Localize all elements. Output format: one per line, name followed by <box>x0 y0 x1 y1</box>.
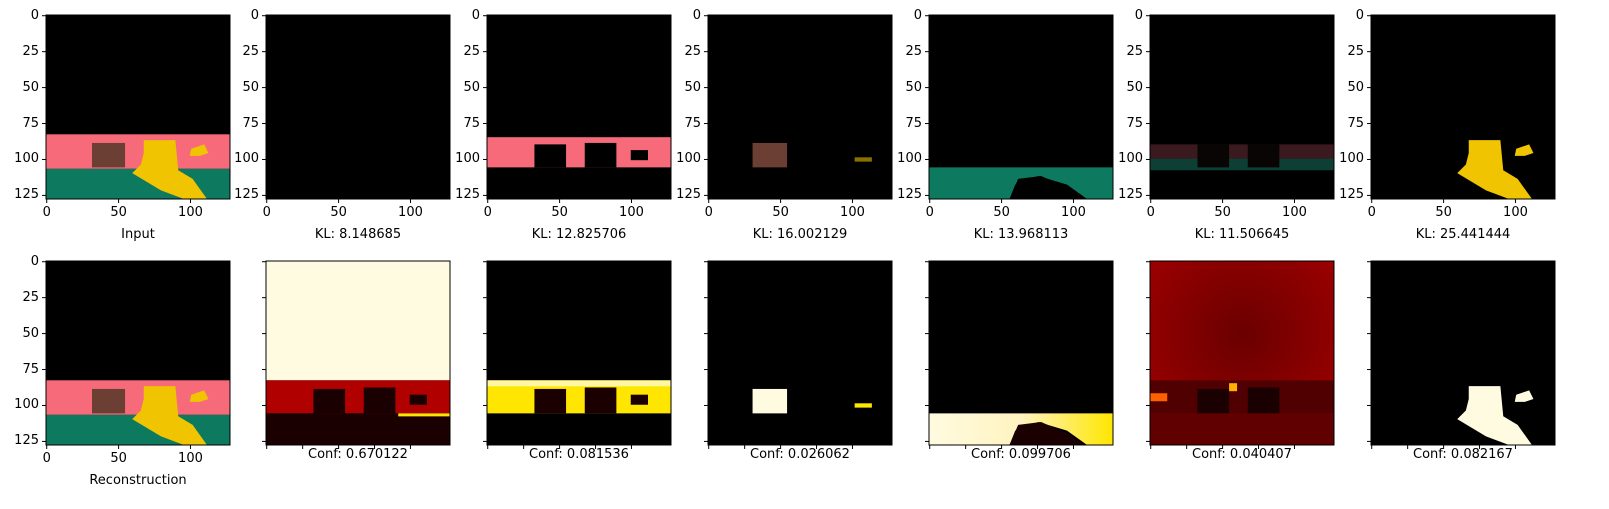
panel-slot2 <box>483 14 672 203</box>
panel-conf4 <box>925 260 1114 449</box>
panel-slot5 <box>1146 14 1335 203</box>
panel-conf5 <box>1146 260 1335 449</box>
panel-slot6 <box>1367 14 1556 203</box>
panel-conf1 <box>262 260 451 449</box>
panel-slot1 <box>262 14 451 203</box>
panel-recon <box>42 260 231 449</box>
panel-input <box>42 14 231 203</box>
panel-conf3 <box>704 260 893 449</box>
panel-slot3 <box>704 14 893 203</box>
panel-slot4 <box>925 14 1114 203</box>
panel-conf6 <box>1367 260 1556 449</box>
panel-conf2 <box>483 260 672 449</box>
